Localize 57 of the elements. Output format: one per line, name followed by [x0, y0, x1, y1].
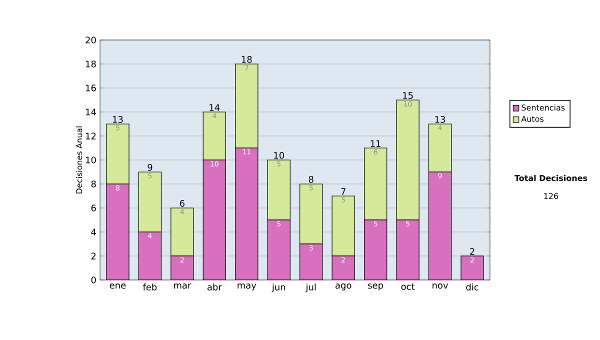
total-label: 15: [403, 92, 413, 99]
total-label: 7: [341, 188, 346, 195]
bar: [428, 172, 452, 280]
y-tick-label: 14: [86, 108, 96, 116]
total-label: 10: [274, 152, 284, 159]
x-tick-label: ago: [336, 284, 352, 290]
x-tick-label: may: [238, 284, 256, 290]
total-label: 6: [180, 200, 184, 207]
total-label: 13: [435, 116, 446, 123]
y-tick-label: 20: [86, 36, 96, 44]
bar: [332, 256, 355, 280]
x-tick-label: jun: [272, 284, 286, 292]
x-tick-label: dic: [466, 284, 478, 290]
bar: [235, 148, 258, 280]
total-label: 18: [242, 56, 252, 63]
total-label: 9: [148, 164, 152, 171]
y-tick-label: 10: [86, 156, 96, 164]
x-tick-label: sep: [368, 284, 384, 290]
bar: [203, 160, 226, 280]
bar: [332, 196, 355, 256]
text: 126: [544, 192, 558, 200]
bar: [106, 184, 130, 280]
bar: [300, 184, 323, 244]
x-tick-label: jul: [306, 284, 316, 292]
y-tick-label: 16: [86, 84, 96, 92]
y-tick-label: 8: [91, 180, 96, 188]
y-tick-label: 2: [91, 252, 96, 260]
total-label: 14: [210, 104, 220, 111]
text: Total Decisiones: [514, 174, 588, 182]
total-label: 11: [370, 140, 380, 147]
bar: [170, 256, 194, 280]
x-tick-label: feb: [142, 284, 157, 290]
y-tick-label: 12: [86, 132, 96, 140]
bar: [138, 172, 162, 232]
x-tick-label: abr: [207, 284, 222, 290]
x-tick-label: ene: [110, 284, 126, 289]
legend-label: Autos: [521, 116, 544, 122]
y-tick-label: 0: [91, 276, 96, 284]
bar: [396, 220, 420, 280]
y-tick-label: 4: [91, 228, 96, 236]
total-label: 8: [308, 176, 314, 183]
total-label: 13: [112, 116, 123, 123]
y-tick-label: 6: [91, 204, 96, 212]
bar: [170, 208, 194, 256]
total-label: 2: [470, 248, 474, 255]
bar: [267, 160, 290, 220]
legend-label: Sentencias: [522, 104, 565, 111]
x-tick-label: mar: [174, 284, 192, 289]
x-tick-label: nov: [432, 284, 448, 289]
x-tick-label: oct: [401, 284, 415, 290]
bar: [138, 232, 162, 280]
y-axis-title: Decisiones Anual: [76, 126, 82, 194]
bar: [364, 220, 387, 280]
bar: [460, 256, 484, 280]
bar: [268, 220, 290, 280]
y-tick-label: 18: [86, 60, 96, 68]
bar: [300, 244, 322, 280]
